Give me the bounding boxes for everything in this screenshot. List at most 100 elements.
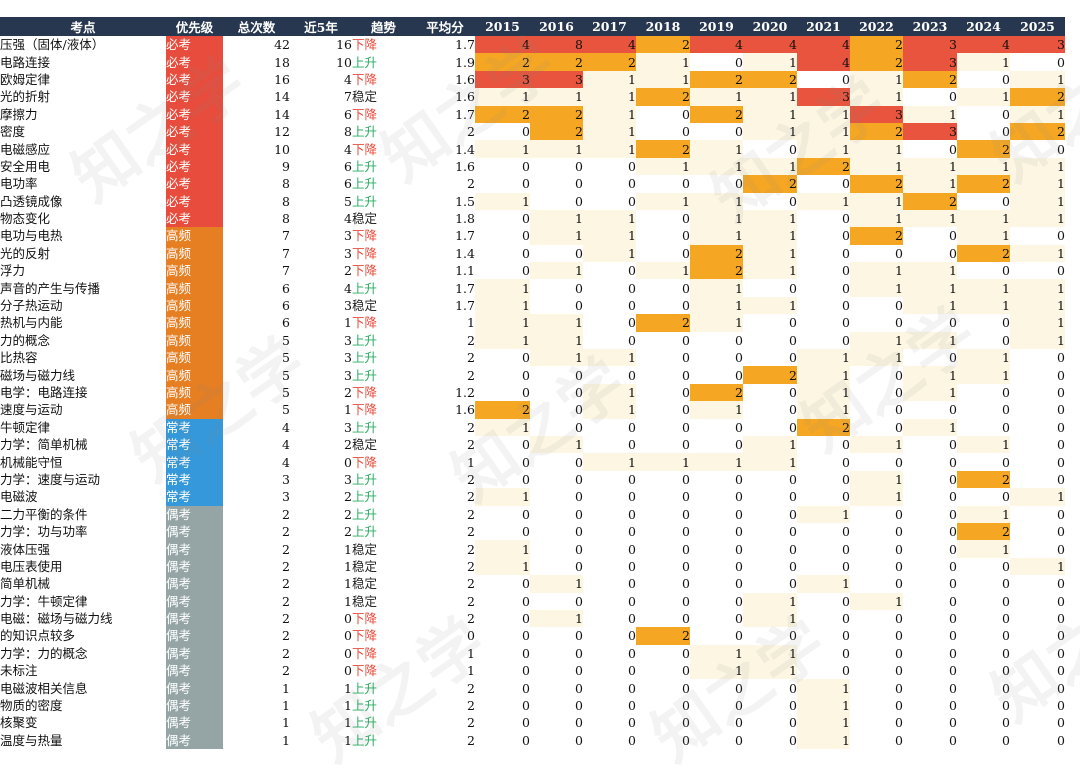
year-count-cell: 1 [903, 366, 957, 384]
year-count-cell: 0 [583, 470, 636, 489]
year-count-cell: 0 [850, 609, 903, 628]
trend-cell: 上升 [352, 158, 378, 174]
table-row: 欧姆定律 必考 16 4 下降 1.6 3 3 1 1 2 2 0 1 2 0 1 [0, 70, 1065, 89]
topic-cell: 温度与热量 [0, 732, 63, 748]
average-score-cell: 1 [467, 663, 475, 679]
year-count-cell: 0 [1010, 731, 1065, 750]
year-count-cell: 0 [636, 279, 690, 297]
average-score-cell: 2 [467, 419, 475, 435]
year-count-cell: 0 [743, 331, 797, 350]
total-count-cell: 1 [282, 732, 290, 748]
priority-badge: 必考 [166, 175, 223, 193]
table-row: 力学：速度与运动 常考 3 3 上升 2 0 0 0 0 0 0 0 1 0 2 0 [0, 470, 1065, 489]
topic-cell: 磁场与磁力线 [0, 367, 76, 383]
year-count-cell: 0 [530, 731, 583, 750]
year-count-cell: 0 [1010, 140, 1065, 158]
average-score-cell: 2 [467, 124, 475, 140]
year-count-cell: 0 [957, 575, 1010, 593]
total-count-cell: 2 [282, 506, 290, 522]
year-count-cell: 2 [690, 244, 743, 263]
year-count-cell: 1 [743, 53, 797, 71]
year-count-cell: 1 [1010, 488, 1065, 506]
year-count-cell: 1 [690, 453, 743, 471]
priority-badge: 必考 [166, 88, 223, 106]
year-count-cell: 0 [636, 209, 690, 228]
year-count-cell: 2 [850, 53, 903, 71]
year-count-cell: 0 [636, 383, 690, 402]
recent-count-cell: 3 [344, 471, 352, 487]
year-count-cell: 1 [850, 470, 903, 489]
year-count-cell: 0 [957, 314, 1010, 332]
year-count-cell: 0 [583, 679, 636, 697]
year-count-cell: 0 [690, 175, 743, 193]
year-count-cell: 0 [850, 418, 903, 436]
column-header: 2023 [903, 17, 957, 36]
year-count-cell: 0 [1010, 505, 1065, 523]
trend-cell: 稳定 [352, 211, 378, 227]
year-count-cell: 0 [743, 192, 797, 210]
year-count-cell: 0 [530, 383, 583, 402]
year-count-cell: 0 [850, 453, 903, 471]
year-count-cell: 1 [743, 644, 797, 663]
year-count-cell: 0 [797, 453, 850, 471]
recent-count-cell: 1 [344, 698, 352, 714]
year-count-cell: 0 [530, 488, 583, 506]
year-count-cell: 0 [636, 105, 690, 123]
year-count-cell: 0 [636, 609, 690, 628]
year-count-cell: 0 [690, 435, 743, 454]
year-count-cell: 1 [850, 592, 903, 610]
recent-count-cell: 2 [344, 524, 352, 540]
recent-count-cell: 4 [344, 280, 352, 296]
year-count-cell: 0 [1010, 383, 1065, 402]
year-count-cell: 1 [850, 88, 903, 106]
table-row: 温度与热量 偶考 1 1 上升 2 0 0 0 0 0 0 1 0 0 0 0 [0, 731, 1065, 750]
year-count-cell: 0 [636, 522, 690, 541]
year-count-cell: 0 [797, 331, 850, 350]
column-header: 2018 [636, 17, 690, 36]
year-count-cell: 0 [743, 575, 797, 593]
year-count-cell: 1 [530, 262, 583, 280]
recent-count-cell: 2 [344, 263, 352, 279]
year-count-cell: 0 [583, 314, 636, 332]
year-count-cell: 1 [903, 383, 957, 402]
year-count-cell: 1 [1010, 209, 1065, 228]
total-count-cell: 7 [282, 263, 290, 279]
recent-count-cell: 1 [344, 680, 352, 696]
table-body: 压强（固体/液体） 必考 42 16 下降 1.7 4 8 4 2 4 4 4 2 3 4 3 电路连接 必考 18 1… [0, 36, 1065, 750]
year-count-cell: 3 [903, 122, 957, 141]
year-count-cell: 0 [636, 714, 690, 732]
year-count-cell: 0 [957, 192, 1010, 210]
table-row: 磁场与磁力线 高频 5 3 上升 2 0 0 0 0 0 2 1 0 1 1 0 [0, 366, 1065, 384]
year-count-cell: 0 [797, 470, 850, 489]
year-count-cell: 2 [797, 418, 850, 436]
year-count-cell: 0 [903, 592, 957, 610]
topic-cell: 二力平衡的条件 [0, 506, 88, 522]
topic-cell: 物质的密度 [0, 698, 63, 714]
year-count-cell: 0 [957, 644, 1010, 663]
priority-badge: 偶考 [166, 557, 223, 576]
year-count-cell: 1 [1010, 244, 1065, 263]
column-header: 优先级 [166, 17, 223, 36]
year-count-cell: 1 [797, 505, 850, 523]
year-count-cell: 0 [530, 470, 583, 489]
average-score-cell: 2 [467, 732, 475, 748]
table-row: 速度与运动 高频 5 1 下降 1.6 2 0 1 0 1 0 1 0 0 0 0 [0, 401, 1065, 419]
year-count-cell: 1 [903, 331, 957, 350]
total-count-cell: 2 [282, 558, 290, 574]
trend-cell: 上升 [352, 506, 378, 522]
year-count-cell: 0 [583, 331, 636, 350]
average-score-cell: 1.2 [455, 385, 475, 400]
total-count-cell: 5 [282, 367, 290, 383]
year-count-cell: 1 [690, 662, 743, 680]
year-count-cell: 1 [1010, 279, 1065, 297]
total-count-cell: 1 [282, 715, 290, 731]
priority-badge: 偶考 [166, 714, 223, 732]
total-count-cell: 6 [282, 315, 290, 331]
year-count-cell: 1 [797, 731, 850, 750]
year-count-cell: 1 [1010, 314, 1065, 332]
year-count-cell: 3 [475, 70, 530, 89]
total-count-cell: 9 [282, 158, 290, 174]
recent-count-cell: 2 [344, 437, 352, 453]
recent-count-cell: 16 [336, 37, 352, 53]
trend-cell: 下降 [352, 71, 378, 87]
